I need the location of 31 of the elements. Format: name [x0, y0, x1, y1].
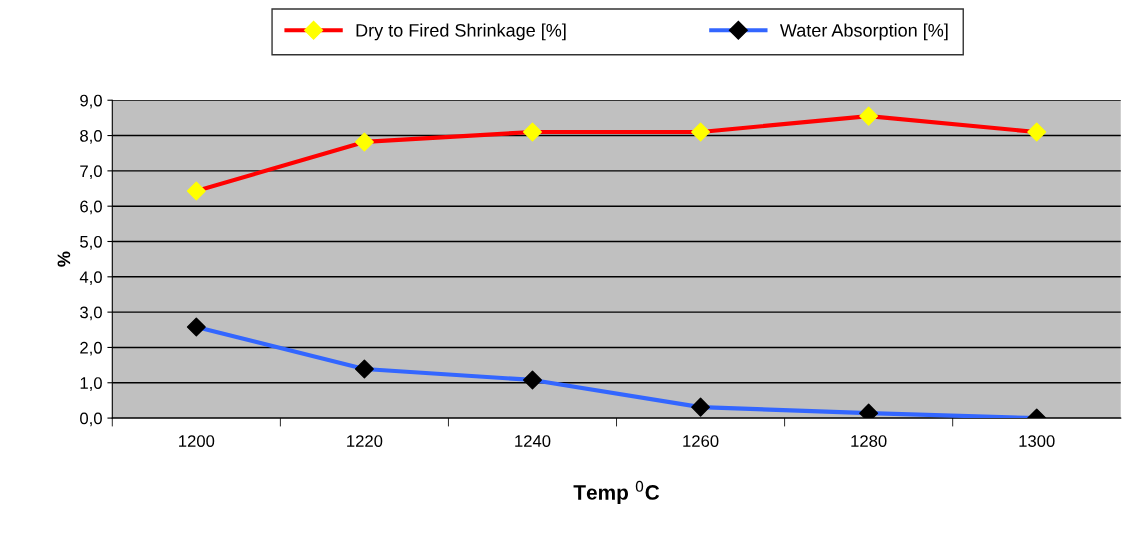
- point: [691, 122, 711, 142]
- y-tick-label: 3,0: [80, 306, 102, 321]
- point: [1027, 122, 1047, 142]
- x-tick-label: 1280: [851, 435, 887, 447]
- point: [186, 317, 206, 337]
- x-tick-label: 1300: [1019, 435, 1055, 447]
- x-tick-label: 1200: [179, 435, 215, 447]
- y-tick-label: 4,0: [79, 271, 102, 285]
- point: [354, 132, 374, 152]
- point: [691, 397, 711, 417]
- y-tick-label: 5,0: [80, 235, 102, 250]
- point: [523, 122, 542, 142]
- y-tick-label: 0,0: [80, 412, 102, 427]
- y-tick-label: 9,0: [80, 94, 102, 109]
- y-tick-label: 8,0: [80, 129, 102, 144]
- point: [859, 106, 879, 126]
- point: [523, 370, 542, 390]
- point: [859, 403, 879, 419]
- x-axis-title: Temp $^{0}$C: [573, 480, 660, 504]
- x-tick-label: 1220: [347, 435, 383, 447]
- legend-label: Water Absorption [%]: [779, 23, 948, 41]
- y-tick-label: 7,0: [80, 165, 102, 180]
- point: [186, 181, 206, 201]
- x-tick-label: 1260: [683, 435, 719, 447]
- y-tick-label: 6,0: [80, 200, 102, 215]
- point: [354, 359, 374, 379]
- y-tick-label: 2,0: [80, 341, 102, 356]
- y-axis-title: %: [57, 251, 71, 267]
- legend-label: Dry to Fired Shrinkage [%]: [356, 23, 566, 41]
- x-tick-label: 1240: [515, 435, 551, 447]
- y-tick-label: 1,0: [80, 377, 102, 391]
